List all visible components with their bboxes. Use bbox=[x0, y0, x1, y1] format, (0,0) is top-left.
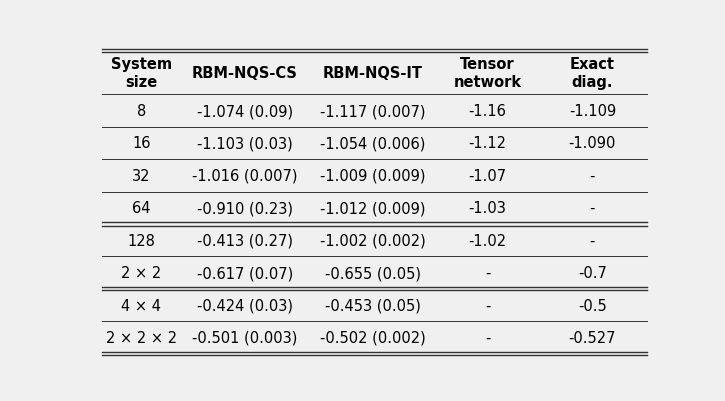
Text: -0.424 (0.03): -0.424 (0.03) bbox=[197, 298, 293, 313]
Text: -: - bbox=[485, 330, 490, 345]
Text: -1.016 (0.007): -1.016 (0.007) bbox=[192, 168, 298, 183]
Text: RBM-NQS-CS: RBM-NQS-CS bbox=[192, 66, 298, 81]
Text: -0.617 (0.07): -0.617 (0.07) bbox=[196, 265, 293, 280]
Text: 2 × 2 × 2: 2 × 2 × 2 bbox=[106, 330, 177, 345]
Text: -0.7: -0.7 bbox=[578, 265, 607, 280]
Text: Exact
diag.: Exact diag. bbox=[570, 57, 615, 89]
Text: -1.074 (0.09): -1.074 (0.09) bbox=[197, 104, 293, 119]
Text: 128: 128 bbox=[128, 233, 155, 248]
Text: -1.090: -1.090 bbox=[568, 136, 616, 151]
Text: 4 × 4: 4 × 4 bbox=[121, 298, 162, 313]
Text: 8: 8 bbox=[137, 104, 146, 119]
Text: -: - bbox=[485, 265, 490, 280]
Text: -1.009 (0.009): -1.009 (0.009) bbox=[320, 168, 426, 183]
Text: -1.12: -1.12 bbox=[468, 136, 507, 151]
Text: -1.103 (0.03): -1.103 (0.03) bbox=[197, 136, 293, 151]
Text: -1.07: -1.07 bbox=[468, 168, 507, 183]
Text: -1.002 (0.002): -1.002 (0.002) bbox=[320, 233, 426, 248]
Text: -: - bbox=[589, 168, 595, 183]
Text: 64: 64 bbox=[132, 201, 151, 216]
Text: RBM-NQS-IT: RBM-NQS-IT bbox=[323, 66, 423, 81]
Text: -1.03: -1.03 bbox=[468, 201, 506, 216]
Text: -1.117 (0.007): -1.117 (0.007) bbox=[320, 104, 426, 119]
Text: -: - bbox=[589, 201, 595, 216]
Text: -0.413 (0.27): -0.413 (0.27) bbox=[197, 233, 293, 248]
Text: -1.16: -1.16 bbox=[468, 104, 506, 119]
Text: -0.5: -0.5 bbox=[578, 298, 607, 313]
Text: 32: 32 bbox=[132, 168, 151, 183]
Text: System
size: System size bbox=[111, 57, 172, 89]
Text: -0.453 (0.05): -0.453 (0.05) bbox=[325, 298, 421, 313]
Text: -: - bbox=[589, 233, 595, 248]
Text: 2 × 2: 2 × 2 bbox=[121, 265, 162, 280]
Text: -1.054 (0.006): -1.054 (0.006) bbox=[320, 136, 426, 151]
Text: -0.910 (0.23): -0.910 (0.23) bbox=[197, 201, 293, 216]
Text: -0.501 (0.003): -0.501 (0.003) bbox=[192, 330, 298, 345]
Text: Tensor
network: Tensor network bbox=[453, 57, 521, 89]
Text: -1.012 (0.009): -1.012 (0.009) bbox=[320, 201, 426, 216]
Text: -1.02: -1.02 bbox=[468, 233, 507, 248]
Text: -0.527: -0.527 bbox=[568, 330, 616, 345]
Text: -0.502 (0.002): -0.502 (0.002) bbox=[320, 330, 426, 345]
Text: -: - bbox=[485, 298, 490, 313]
Text: -1.109: -1.109 bbox=[568, 104, 616, 119]
Text: -0.655 (0.05): -0.655 (0.05) bbox=[325, 265, 421, 280]
Text: 16: 16 bbox=[132, 136, 151, 151]
